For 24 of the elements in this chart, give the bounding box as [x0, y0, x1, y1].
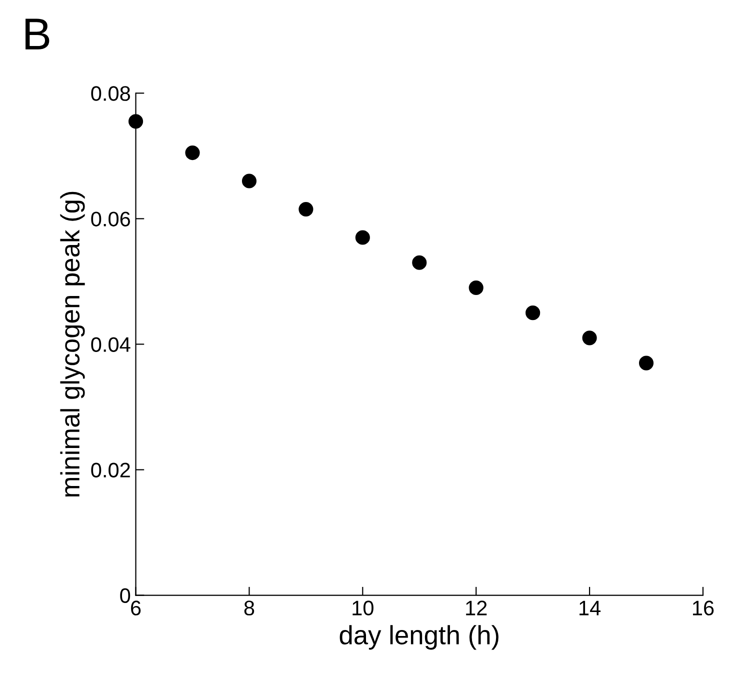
y-tick-label: 0.06: [91, 212, 130, 226]
point: [185, 146, 200, 160]
point: [412, 255, 427, 270]
point: [298, 202, 314, 217]
point: [582, 330, 597, 346]
x-tick-label: 10: [352, 600, 374, 616]
y-tick-label: 0.08: [91, 86, 130, 101]
x-tick-label: 16: [692, 600, 714, 616]
x-tick-label: 6: [131, 600, 141, 616]
y-tick-label: 0.04: [91, 337, 130, 352]
point: [242, 174, 257, 188]
point: [355, 230, 370, 245]
point: [128, 114, 144, 129]
text: B: [26, 18, 50, 50]
y-tick-label: 0.02: [91, 462, 130, 478]
x-tick-label: 14: [580, 600, 601, 616]
x-tick-label: 8: [244, 600, 254, 616]
point: [526, 306, 540, 320]
y-tick-label: 0: [120, 588, 130, 604]
point: [468, 280, 484, 296]
point: [638, 356, 654, 370]
x-axis-title: day length (h): [340, 625, 498, 650]
y-axis-title: minimal glycogen peak (g): [60, 192, 85, 496]
x-tick-label: 12: [466, 600, 487, 616]
